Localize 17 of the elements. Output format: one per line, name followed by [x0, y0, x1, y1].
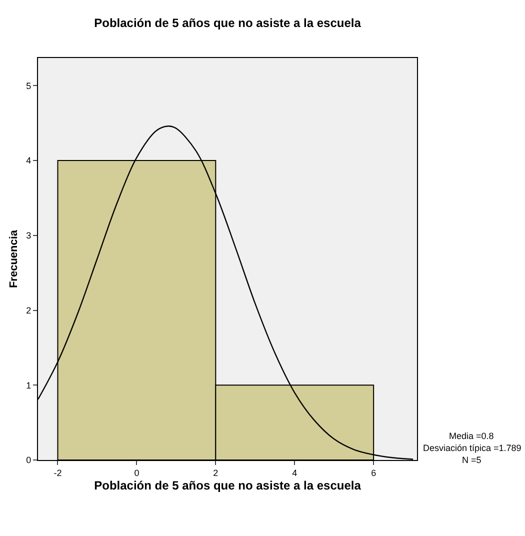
x-tick-label: 4: [292, 468, 298, 478]
y-tick-label: 3: [26, 230, 32, 241]
x-axis-title: Población de 5 años que no asiste a la escuela: [94, 478, 362, 493]
y-tick-label: 0: [26, 455, 32, 466]
y-tick-label: 1: [26, 380, 32, 390]
y-tick-label: 2: [26, 305, 32, 316]
text: Desviación típica =1.789: [423, 443, 522, 453]
y-axis-title: Frecuencia: [8, 229, 20, 288]
y-tick-label: 5: [26, 80, 32, 91]
text: N =5: [462, 455, 482, 465]
chart-title: Población de 5 años que no asiste a la escuela: [94, 16, 362, 30]
y-tick-label: 4: [26, 156, 32, 166]
x-tick-label: 6: [371, 468, 376, 478]
x-tick-label: 0: [134, 468, 140, 478]
x-tick-label: 2: [213, 468, 218, 478]
x-tick-label: -2: [54, 468, 62, 478]
text: Media =0.8: [449, 431, 494, 441]
